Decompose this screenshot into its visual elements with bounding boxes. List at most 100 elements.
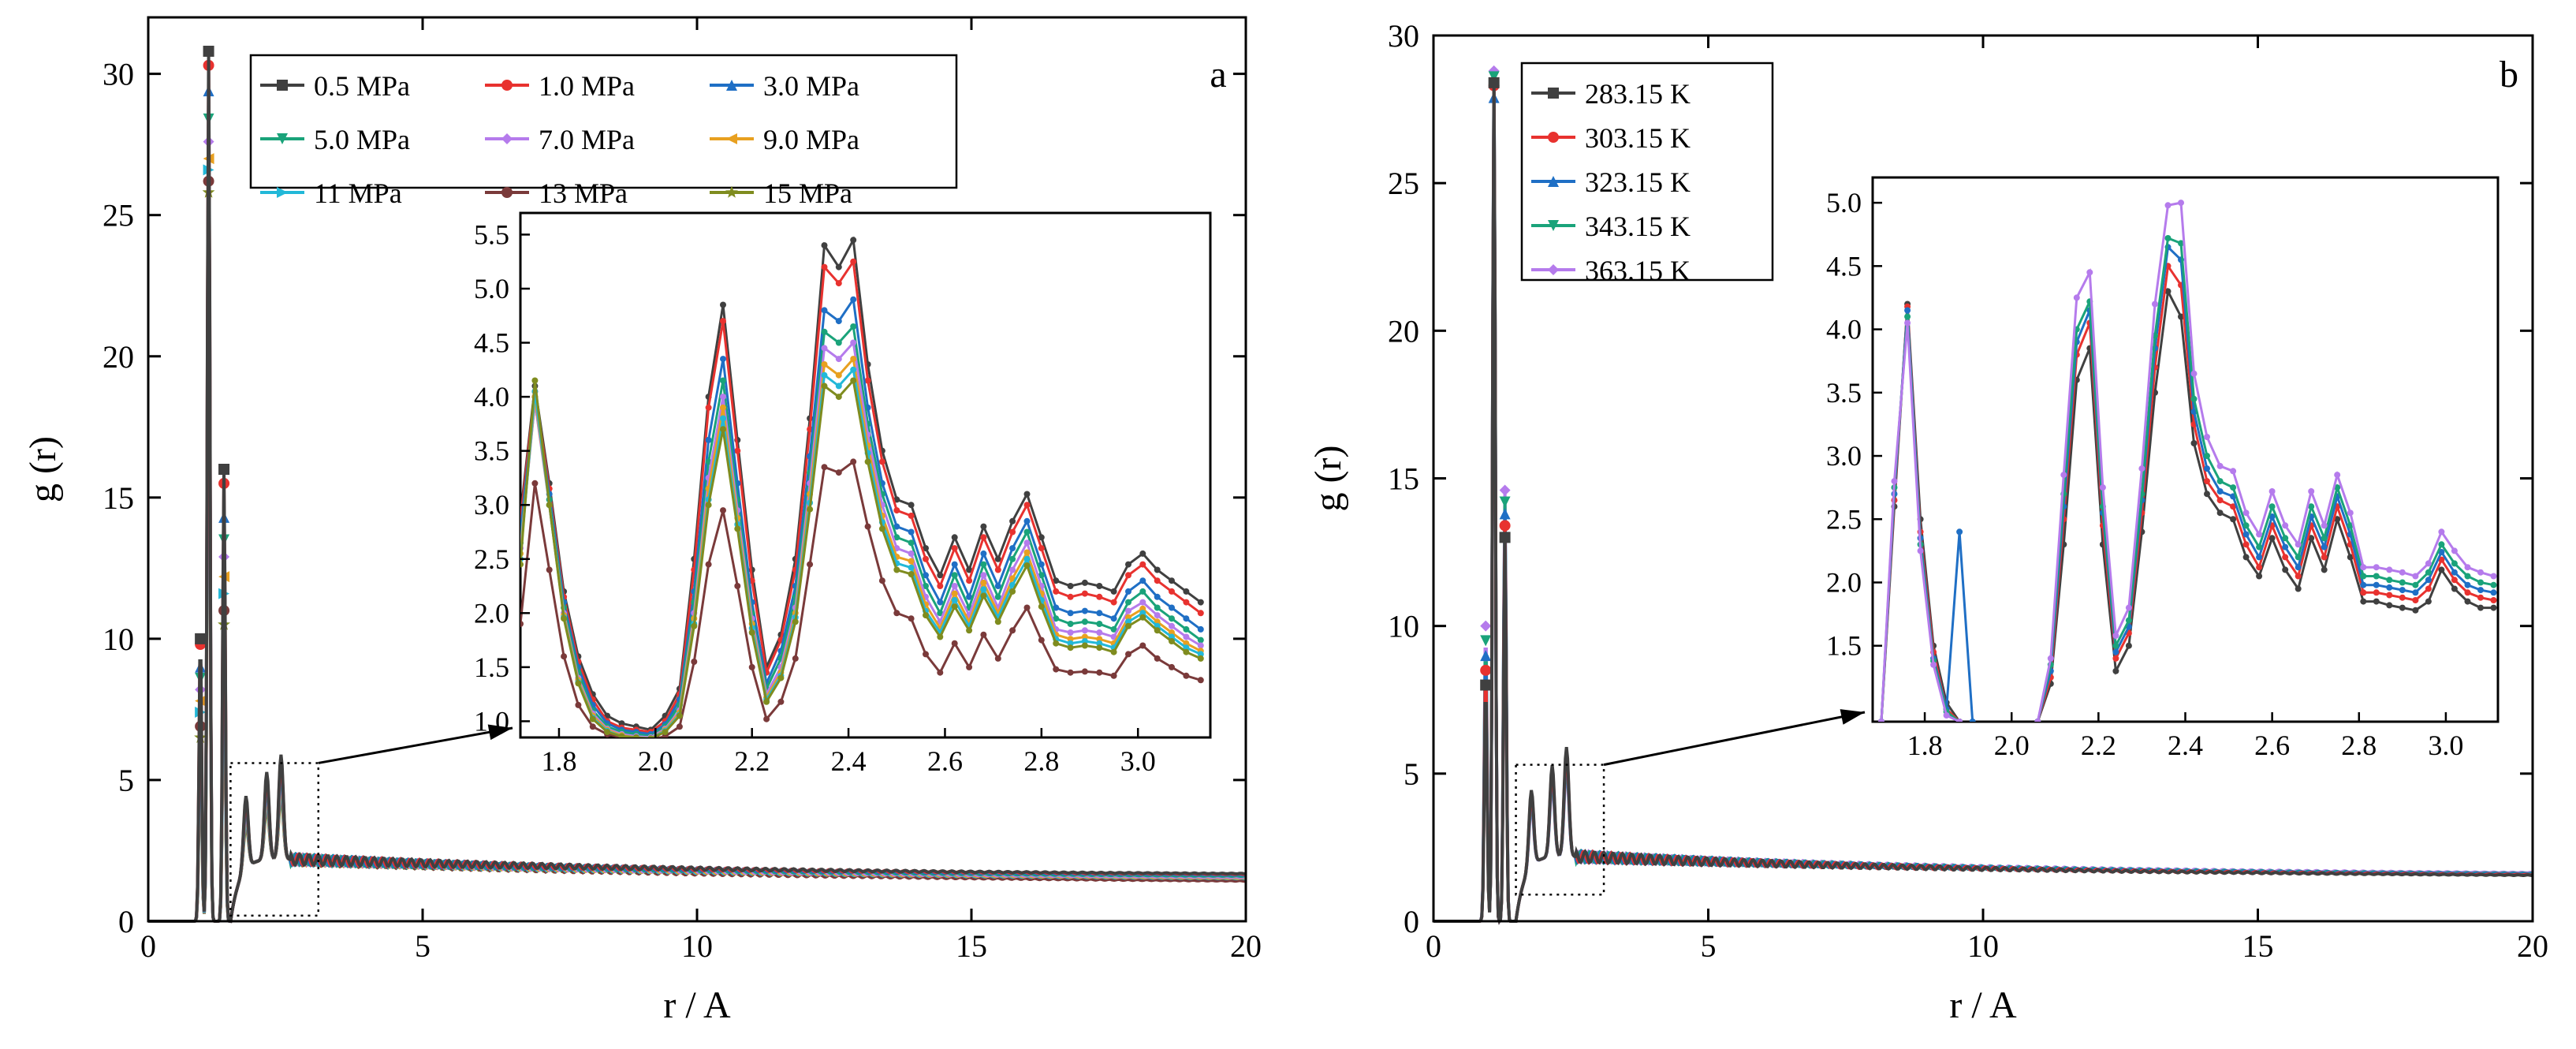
inset-point	[835, 356, 842, 363]
inset-point	[2425, 569, 2432, 576]
inset-point	[2164, 235, 2172, 241]
inset-point	[2073, 294, 2080, 301]
legend-swatch-marker	[1548, 88, 1559, 99]
main-peak-marker	[203, 45, 214, 57]
inset-x-tick-label: 1.8	[1907, 730, 1943, 761]
inset-x-tick-label: 2.4	[831, 745, 867, 777]
inset-point	[676, 723, 683, 730]
inset-point	[763, 698, 770, 705]
inset-point	[2256, 543, 2263, 551]
inset-point	[2386, 584, 2393, 591]
inset-point	[850, 296, 857, 303]
inset-point	[2268, 535, 2276, 542]
inset-point	[937, 633, 944, 640]
legend-swatch-marker	[277, 80, 288, 91]
zoom-arrow	[1603, 711, 1866, 767]
inset-point	[2386, 577, 2393, 584]
inset-point	[777, 674, 785, 681]
inset-point	[604, 729, 611, 736]
inset-point	[705, 561, 712, 568]
inset-point	[1023, 528, 1031, 536]
inset-point	[2399, 587, 2406, 594]
inset-point	[1081, 579, 1088, 586]
inset-point	[2242, 510, 2250, 517]
inset-point	[2216, 488, 2224, 495]
inset-y-tick-label: 5.0	[474, 273, 509, 304]
inset-point	[1197, 655, 1204, 662]
inset-point	[2321, 522, 2328, 529]
inset-point	[2178, 240, 2184, 247]
legend-swatch-marker	[1548, 132, 1559, 143]
inset-point	[1023, 549, 1031, 556]
inset-point	[1053, 666, 1060, 673]
inset-point	[1139, 577, 1146, 584]
inset-point	[1009, 528, 1016, 536]
inset-point	[2190, 395, 2198, 402]
inset-point	[1125, 572, 1131, 579]
legend-label: 303.15 K	[1585, 122, 1691, 154]
inset-point	[2099, 484, 2106, 491]
inset-point	[2425, 560, 2432, 567]
legend-label: 0.5 MPa	[314, 70, 410, 102]
inset-point	[893, 566, 900, 573]
inset-chart: 1.8 2.0 2.2 2.4 2.6 2.8 3.0 1.0 1.5 2.0 2.5 3.0 3.5 4…	[474, 211, 1212, 777]
inset-point	[1081, 642, 1088, 649]
legend-item: 7.0 MPa	[485, 124, 635, 155]
inset-point	[821, 464, 828, 471]
inset-point	[2321, 535, 2328, 542]
inset-point	[1023, 517, 1031, 524]
legend-item: 11 MPa	[260, 177, 402, 209]
y-axis-label: g (r)	[1307, 446, 1349, 512]
inset-point	[994, 555, 1001, 562]
inset-point	[1154, 612, 1161, 619]
legend-box	[1520, 62, 1774, 282]
inset-point	[951, 590, 958, 597]
legend-label: 13 MPa	[539, 177, 628, 209]
y-tick-label: 25	[1388, 166, 1419, 201]
inset-point	[1169, 638, 1175, 644]
inset-point	[2399, 579, 2406, 586]
inset-point	[632, 734, 639, 737]
inset-point	[1096, 629, 1103, 636]
inset-point	[1183, 672, 1190, 679]
inset-point	[561, 653, 568, 660]
inset-point	[1169, 577, 1175, 584]
main-peak-marker	[1499, 532, 1511, 543]
inset-point	[2451, 577, 2458, 584]
inset-point	[994, 583, 1001, 589]
inset-point	[2282, 522, 2289, 529]
inset-point	[2047, 655, 2054, 662]
y-tick-label: 20	[1388, 313, 1419, 349]
inset-point	[923, 555, 929, 562]
legend-label: 323.15 K	[1585, 166, 1691, 198]
inset-point	[2373, 581, 2380, 588]
inset-point	[1067, 610, 1074, 617]
inset-point	[1878, 719, 1884, 722]
inset-x-tick-label: 2.8	[1023, 745, 1059, 777]
inset-point	[864, 458, 871, 465]
inset-point	[1154, 577, 1161, 584]
inset-y-tick-label: 1.0	[474, 705, 509, 737]
inset-point	[1009, 545, 1016, 552]
inset-point	[1023, 562, 1031, 569]
inset-point	[2112, 642, 2119, 649]
inset-point	[2412, 589, 2419, 596]
legend-item: 5.0 MPa	[260, 124, 410, 155]
inset-point	[1125, 588, 1131, 595]
inset-point	[2308, 503, 2315, 510]
inset-point	[2464, 573, 2471, 580]
inset-point	[937, 669, 944, 676]
inset-point	[1154, 566, 1161, 573]
inset-point	[951, 640, 958, 647]
inset-point	[2490, 581, 2497, 588]
inset-point	[2295, 573, 2302, 580]
inset-point	[2373, 589, 2380, 596]
legend-item: 323.15 K	[1531, 166, 1691, 198]
inset-point	[2360, 581, 2367, 588]
inset-point	[2464, 598, 2471, 605]
inset-point	[691, 659, 698, 665]
x-axis-label: r / A	[663, 984, 731, 1026]
inset-point	[893, 610, 900, 617]
inset-point	[2399, 594, 2406, 601]
